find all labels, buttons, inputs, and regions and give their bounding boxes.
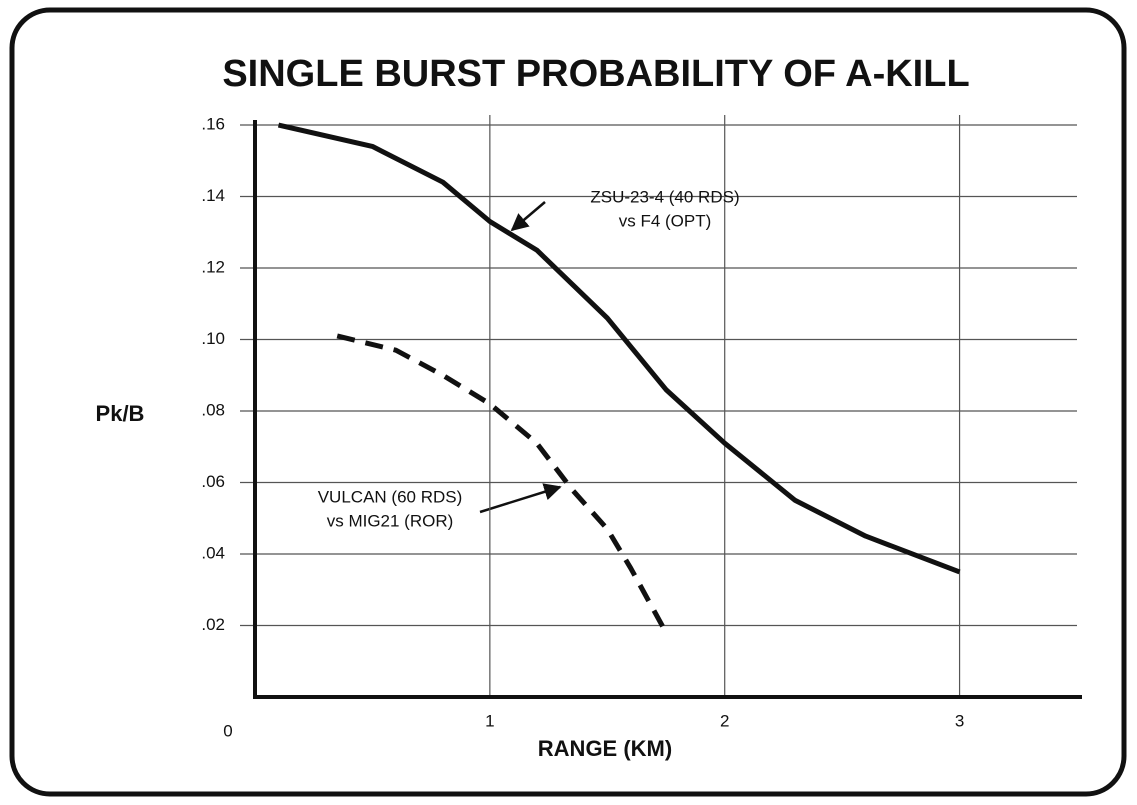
- line-series: [336, 333, 669, 634]
- y-tick-label: .04: [201, 543, 225, 562]
- x-tick-label: 2: [720, 711, 729, 730]
- y-tick-label: .12: [201, 257, 225, 276]
- x-tick-label: 3: [955, 711, 964, 730]
- annotation: vs MIG21 (ROR): [327, 511, 454, 530]
- annotation-arrow: [510, 201, 546, 232]
- y-axis-label: Pk/B: [96, 401, 145, 426]
- chart-title: SINGLE BURST PROBABILITY OF A-KILL: [222, 53, 969, 95]
- x-axis-label: RANGE (KM): [538, 736, 672, 761]
- y-tick-label: .14: [201, 186, 225, 205]
- x-tick-label: 1: [485, 711, 494, 730]
- y-tick-label: .02: [201, 615, 225, 634]
- frame: [9, 7, 1127, 797]
- y-tick-label: .08: [201, 400, 225, 419]
- y-tick-label: .16: [201, 114, 225, 133]
- annotation: VULCAN (60 RDS): [318, 487, 463, 506]
- y-tick-label: .06: [201, 472, 225, 491]
- annotation: vs F4 (OPT): [619, 211, 712, 230]
- x-tick-label: 0: [223, 721, 232, 740]
- annotation-arrow: [479, 483, 562, 514]
- line-series: [277, 122, 961, 575]
- annotation: ZSU-23-4 (40 RDS): [590, 187, 739, 206]
- y-tick-label: .10: [201, 329, 225, 348]
